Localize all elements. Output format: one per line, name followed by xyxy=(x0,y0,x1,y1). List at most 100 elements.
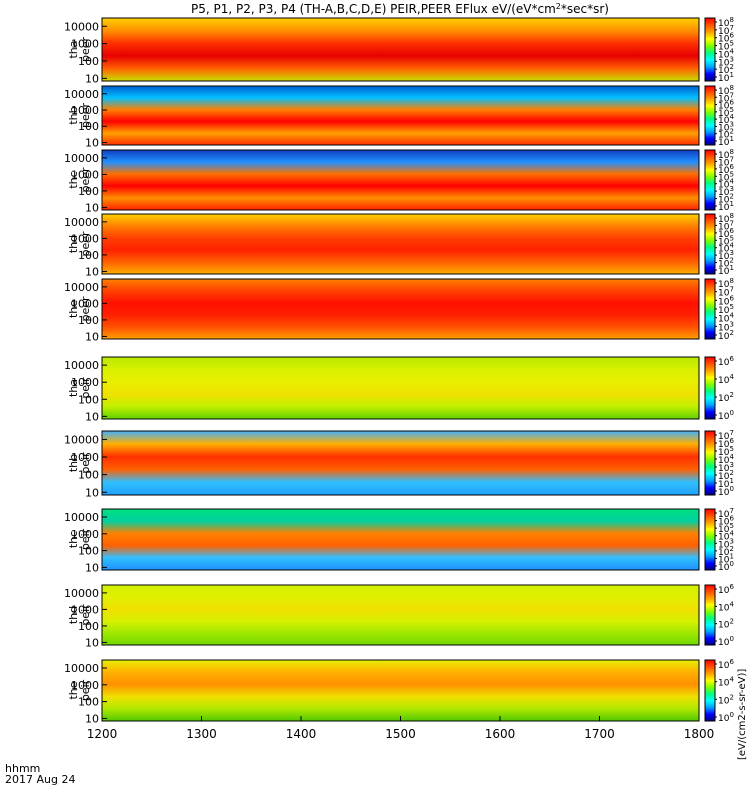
colorbar-tick-label: 108 xyxy=(718,277,734,290)
y-tick-label: 10 xyxy=(85,136,99,149)
panel-frame xyxy=(101,584,700,646)
colorbar-tick-label: 104 xyxy=(718,312,734,325)
y-tick-label: 10 xyxy=(85,410,99,423)
colorbar xyxy=(704,508,716,571)
x-tick-label: 1400 xyxy=(286,727,317,741)
panel-frame xyxy=(101,278,700,340)
colorbar-tick-label: 106 xyxy=(718,227,734,240)
colorbar-tick-label: 100 xyxy=(718,409,734,422)
colorbar-tick-label: 104 xyxy=(718,113,734,126)
colorbar-tick-label: 106 xyxy=(718,355,734,368)
spectrogram-image xyxy=(102,509,699,570)
colorbar-tick-label: 101 xyxy=(718,552,734,565)
colorbar-tick-label: 102 xyxy=(718,128,734,141)
panel-frame xyxy=(101,149,700,211)
colorbar-tick-label: 105 xyxy=(718,40,734,53)
y-tick-label: 10000 xyxy=(64,88,99,101)
panel-label-probe: the xyxy=(67,300,80,318)
colorbar-tick-label: 108 xyxy=(718,212,734,225)
y-tick-label: 10 xyxy=(85,712,99,725)
colorbar-tick-label: 102 xyxy=(718,545,734,558)
colorbar-tick-label: 105 xyxy=(718,170,734,183)
panel-the-peir: 10 100 1000 10000 the peir 106 104 102 100 xyxy=(64,658,734,725)
y-tick-label: 1000 xyxy=(71,38,99,51)
y-tick-label: 100 xyxy=(78,249,99,262)
colorbar-tick-label: 102 xyxy=(718,63,734,76)
colorbar-tick-label: 105 xyxy=(718,234,734,247)
figure-title: P5, P1, P2, P3, P4 (TH-A,B,C,D,E) PEIR,P… xyxy=(191,2,609,16)
panel-label-species: peir xyxy=(79,377,92,399)
panel-label-probe: tha xyxy=(67,40,80,58)
colorbar-tick-label: 104 xyxy=(718,530,734,543)
panel-label-probe: thb xyxy=(67,454,80,472)
colorbar-tick-label: 107 xyxy=(718,91,734,104)
colorbar-tick-label: 104 xyxy=(718,178,734,191)
y-tick-label: 10000 xyxy=(64,359,99,372)
panel-frame xyxy=(101,85,700,146)
y-tick-label: 100 xyxy=(78,545,99,558)
panel-frame xyxy=(101,430,700,496)
colorbar-tick-label: 101 xyxy=(718,135,734,148)
colorbar-tick-label: 103 xyxy=(718,55,734,68)
y-tick-label: 100 xyxy=(78,696,99,709)
spectrogram-image xyxy=(102,431,699,495)
spectrogram-image xyxy=(102,279,699,339)
y-tick-label: 10 xyxy=(85,265,99,278)
panel-label-species: peer xyxy=(79,103,92,129)
colorbar-tick-label: 106 xyxy=(718,294,734,307)
colorbar-tick-label: 102 xyxy=(718,618,734,631)
colorbar-tick-label: 104 xyxy=(718,47,734,60)
panel-the-peer: 10 100 1000 10000 the peer 1081071061051041031… xyxy=(64,277,734,343)
colorbar-tick-label: 102 xyxy=(718,329,734,342)
y-tick-label: 1000 xyxy=(71,297,99,310)
panel-thd-peir: 10 100 1000 10000 thd peir 106 104 102 100 xyxy=(64,583,734,649)
y-tick-label: 1000 xyxy=(71,603,99,616)
colorbar-tick-label: 104 xyxy=(718,242,734,255)
colorbar-tick-label: 107 xyxy=(718,507,734,520)
colorbar-tick-label: 102 xyxy=(718,469,734,482)
colorbar-tick-label: 106 xyxy=(718,437,734,450)
y-tick-label: 10 xyxy=(85,486,99,499)
x-tick-label: 1800 xyxy=(684,727,715,741)
colorbar-tick-label: 103 xyxy=(718,185,734,198)
x-tick-label: 1600 xyxy=(485,727,516,741)
y-tick-label: 1000 xyxy=(71,679,99,692)
colorbar-tick-label: 104 xyxy=(718,600,734,613)
x-tick-label: 1300 xyxy=(186,727,217,741)
y-tick-label: 10 xyxy=(85,636,99,649)
colorbar-tick-label: 100 xyxy=(718,635,734,648)
colorbar-tick-label: 107 xyxy=(718,429,734,442)
panel-label-species: peer xyxy=(79,37,92,63)
x-tick-label: 1200 xyxy=(87,727,118,741)
colorbar-tick-label: 108 xyxy=(718,84,734,97)
spectrogram-image xyxy=(102,86,699,145)
colorbar-tick-label: 102 xyxy=(718,193,734,206)
colorbar-tick-label: 107 xyxy=(718,286,734,299)
colorbar-tick-label: 105 xyxy=(718,106,734,119)
panel-label-species: peer xyxy=(79,231,92,257)
y-tick-label: 100 xyxy=(78,314,99,327)
y-tick-label: 10000 xyxy=(64,433,99,446)
panel-label-probe: thc xyxy=(67,171,80,188)
colorbar-tick-label: 100 xyxy=(718,560,734,573)
colorbar xyxy=(704,430,716,496)
colorbar-tick-label: 106 xyxy=(718,515,734,528)
y-tick-label: 10 xyxy=(85,561,99,574)
colorbar xyxy=(704,213,716,275)
colorbar-tick-label: 103 xyxy=(718,461,734,474)
colorbar-tick-label: 104 xyxy=(718,676,734,689)
colorbar-tick-label: 102 xyxy=(718,257,734,270)
colorbar-tick-label: 108 xyxy=(718,16,734,29)
colorbar-tick-label: 104 xyxy=(718,373,734,386)
panel-frame xyxy=(101,17,700,82)
colorbar-tick-label: 103 xyxy=(718,249,734,262)
panel-label-probe: thd xyxy=(67,235,80,253)
colorbar xyxy=(704,149,716,211)
y-tick-label: 100 xyxy=(78,185,99,198)
colorbar-tick-label: 101 xyxy=(718,477,734,490)
